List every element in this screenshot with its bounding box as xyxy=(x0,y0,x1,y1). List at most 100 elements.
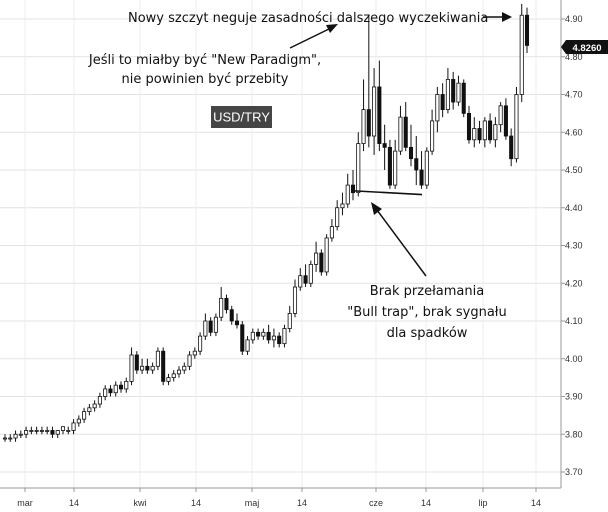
candle xyxy=(356,132,361,197)
y-tick-label: 4.30 xyxy=(565,241,583,251)
candle-body-up xyxy=(393,150,398,186)
candle xyxy=(198,332,203,355)
candle-body-up xyxy=(482,120,487,141)
x-tick-label: mar xyxy=(17,498,33,508)
candle-body-down xyxy=(414,158,419,171)
candle xyxy=(408,124,414,167)
candle-body-up xyxy=(213,316,218,333)
candle xyxy=(398,105,403,155)
candle xyxy=(456,75,461,106)
candle xyxy=(435,86,440,133)
candle-body-down xyxy=(108,388,113,394)
candle-body-up xyxy=(324,237,329,273)
candle xyxy=(287,305,292,333)
candle-body-down xyxy=(440,94,445,111)
candle-body-up xyxy=(198,335,203,352)
candle-body-down xyxy=(382,143,387,148)
candle xyxy=(187,351,192,371)
candle-body-up xyxy=(155,350,160,367)
candle-body-down xyxy=(451,79,456,103)
candle xyxy=(213,313,218,337)
candle-body-up xyxy=(34,430,39,432)
candle-body-up xyxy=(245,339,250,352)
candle-body-up xyxy=(219,297,224,318)
candle-body-down xyxy=(134,354,139,371)
candle xyxy=(82,407,87,423)
candle xyxy=(150,362,155,374)
x-tick-label: 14 xyxy=(69,498,79,508)
candle xyxy=(108,385,113,397)
candles xyxy=(2,3,530,442)
y-tick-label: 3.80 xyxy=(565,429,583,439)
candle-body-up xyxy=(424,150,429,186)
candle xyxy=(24,426,29,439)
candle xyxy=(472,117,477,148)
candle xyxy=(66,426,71,435)
y-tick-label: 4.00 xyxy=(565,354,583,364)
candle xyxy=(113,381,118,397)
y-tick-label: 4.80 xyxy=(565,52,583,62)
candle xyxy=(277,332,282,348)
candle-body-down xyxy=(403,116,408,148)
candle-body-down xyxy=(488,120,493,141)
candle xyxy=(18,430,23,439)
candle-body-up xyxy=(39,430,44,432)
candle xyxy=(134,351,139,374)
candle xyxy=(118,381,124,393)
candle xyxy=(430,109,435,155)
x-tick-label: cze xyxy=(369,498,383,508)
candle xyxy=(176,366,182,378)
annotation-paradigm-line-1: Jeśli to miałby być "New Paradigm", xyxy=(88,53,321,68)
candle-body-up xyxy=(287,313,292,329)
candle-body-up xyxy=(192,350,197,356)
candle xyxy=(87,404,92,416)
candle-body-down xyxy=(240,324,245,352)
x-tick-label: maj xyxy=(245,498,260,508)
candle xyxy=(103,385,108,401)
candle xyxy=(519,3,524,103)
annotation-bull-trap-line-2: "Bull trap", brak sygnału xyxy=(347,305,506,320)
candle xyxy=(229,305,234,325)
candle xyxy=(171,370,176,382)
y-tick-label: 3.90 xyxy=(565,392,583,402)
candle xyxy=(261,328,266,340)
candle-body-down xyxy=(234,320,240,326)
y-axis-ticks: 3.70 3.80 3.90 4.00 4.10 4.20 4.30 4.40 4.50 4.60… xyxy=(561,14,583,477)
candle xyxy=(303,264,308,288)
candle xyxy=(208,317,213,337)
candle xyxy=(466,105,472,144)
candle-body-down xyxy=(366,109,371,137)
candle-body-up xyxy=(345,184,350,205)
candle-body-up xyxy=(493,124,498,141)
candle xyxy=(324,234,329,276)
candle xyxy=(414,136,419,186)
support-line xyxy=(351,189,423,196)
candle-body-down xyxy=(350,184,356,194)
candle xyxy=(8,434,13,442)
x-tick-label: 14 xyxy=(421,498,431,508)
candle xyxy=(345,173,350,208)
candle xyxy=(451,71,456,110)
candle-body-down xyxy=(145,365,150,371)
candle xyxy=(45,426,50,435)
candle-body-down xyxy=(461,82,466,114)
y-tick-label: 4.40 xyxy=(565,203,583,213)
candle-body-down xyxy=(387,146,392,186)
candle-body-up xyxy=(2,437,8,440)
candle-body-up xyxy=(472,128,477,141)
candle-body-down xyxy=(419,169,424,186)
candle xyxy=(97,392,102,408)
candle xyxy=(372,68,377,155)
arrow-to-support xyxy=(371,202,427,277)
candle xyxy=(266,324,271,344)
candle xyxy=(424,147,429,189)
candle-body-up xyxy=(329,226,334,239)
candle-body-up xyxy=(292,286,298,314)
candle-body-up xyxy=(76,418,81,424)
candle-body-down xyxy=(408,146,414,160)
candle-body-up xyxy=(250,331,255,341)
candle xyxy=(240,321,245,355)
candle xyxy=(445,68,450,114)
candle xyxy=(224,294,229,314)
